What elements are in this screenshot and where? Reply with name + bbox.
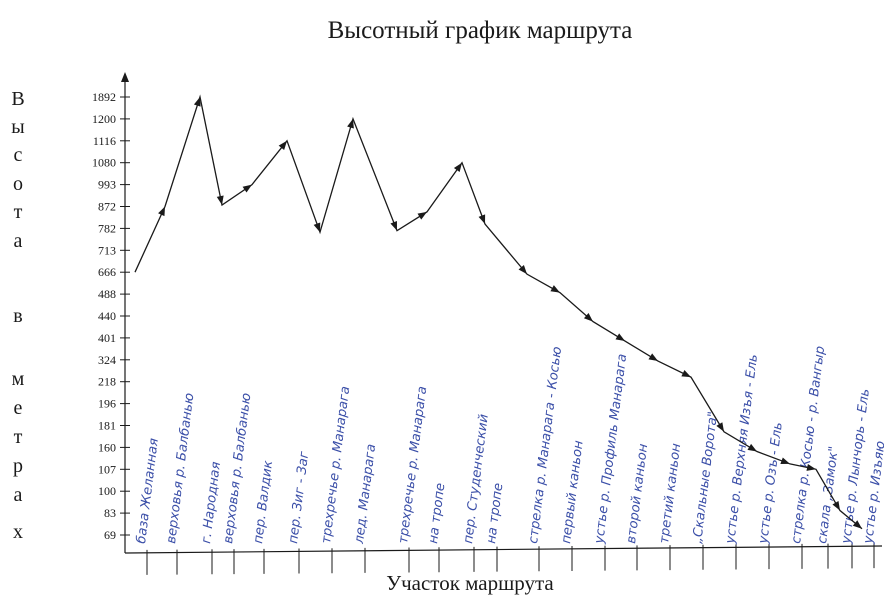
y-tick-label: 1200: [92, 112, 116, 126]
y-tick-label: 440: [98, 309, 116, 323]
category-label: база Желанная: [134, 437, 162, 544]
y-tick-label: 993: [98, 178, 116, 192]
y-tick-label: 324: [98, 353, 116, 367]
y-tick-label: 713: [98, 243, 116, 257]
y-axis-label-letter: х: [13, 521, 23, 543]
y-axis-arrow: [121, 72, 129, 82]
y-axis-label-letter: о: [13, 173, 23, 195]
y-axis-label-letter: т: [14, 201, 23, 223]
y-tick-label: 1116: [93, 134, 116, 148]
y-ticks: 69 83 100 107 160 181 196 218 324 401 440 488 666 713…: [92, 90, 130, 542]
data-point: [716, 422, 724, 432]
data-point: [158, 206, 165, 217]
data-point: [852, 520, 862, 529]
y-tick-label: 83: [104, 506, 116, 520]
y-tick-label: 160: [98, 440, 116, 454]
category-label: устье р. Верхняя Изъя - Ель: [723, 353, 761, 545]
category-label: на тропе: [426, 482, 448, 544]
y-axis-label-letter: В: [11, 88, 24, 110]
category-label: первый каньон: [559, 439, 587, 544]
data-point: [780, 457, 790, 465]
category-label: „Скальные Ворота": [690, 411, 721, 545]
data-point: [518, 265, 527, 275]
chart-title: Высотный график маршрута: [328, 17, 633, 44]
y-tick-label: 100: [98, 484, 116, 498]
y-axis-label-letter: т: [14, 426, 23, 448]
category-label: г. Народная: [199, 461, 224, 545]
data-point: [193, 97, 201, 107]
data-point: [806, 464, 816, 471]
y-tick-label: 196: [98, 397, 116, 411]
category-label: трехречье р. Манарага: [396, 385, 430, 544]
data-point: [550, 285, 560, 293]
y-tick-label: 181: [98, 419, 116, 433]
y-tick-label: 666: [98, 265, 116, 279]
data-point: [242, 184, 252, 193]
y-axis-label-letter: ы: [11, 116, 24, 138]
y-axis-label-letter: а: [14, 230, 23, 252]
y-tick-label: 872: [98, 200, 116, 214]
y-axis-label-letter: р: [13, 455, 23, 477]
x-axis-line: [124, 545, 883, 554]
category-label: устье р. Профиль Манарага: [592, 353, 630, 545]
data-point: [390, 220, 397, 231]
category-labels: база Желанная верховья р. Балбанью г. Наро…: [134, 345, 884, 545]
data-point: [648, 353, 658, 362]
y-tick-label: 1080: [92, 156, 116, 170]
category-label: второй каньон: [624, 443, 651, 545]
y-axis-label-letter: с: [14, 144, 23, 166]
y-tick-label: 69: [104, 528, 116, 542]
data-point: [747, 443, 757, 452]
y-axis-label-letter: а: [14, 484, 23, 506]
category-label: трехречье р. Манарага: [319, 385, 353, 544]
category-label: устье р. Озъ - Ель: [756, 421, 786, 545]
category-label: скала „Замок": [815, 445, 842, 544]
data-point: [478, 214, 486, 225]
y-axis-label-letter: е: [14, 397, 23, 419]
category-label: стрелка р. Манарага - Косью: [526, 346, 565, 545]
data-point: [278, 140, 287, 151]
y-tick-label: 401: [98, 331, 116, 345]
y-tick-label: 488: [98, 287, 116, 301]
category-label: лед. Манарага: [352, 443, 379, 545]
data-point: [453, 162, 462, 173]
data-point: [583, 313, 593, 322]
category-label: пер. Зиг - Заг: [286, 450, 312, 544]
category-label: верховья р. Балбанью: [221, 392, 254, 544]
x-ticks: [146, 543, 875, 575]
category-label: пер. Валдик: [251, 460, 276, 545]
data-point: [832, 500, 840, 511]
category-label: третий каньон: [657, 442, 684, 544]
data-point: [347, 118, 354, 129]
data-point: [681, 370, 691, 378]
category-label: на тропе: [484, 482, 506, 544]
data-point: [615, 333, 625, 342]
y-axis-label-letter: в: [13, 305, 22, 327]
x-axis-label: Участок маршрута: [386, 571, 554, 595]
y-tick-label: 1892: [92, 90, 116, 104]
data-point: [216, 195, 224, 206]
category-label: верховья р. Балбанью: [164, 392, 197, 544]
y-tick-label: 107: [98, 462, 116, 476]
data-point: [417, 211, 427, 220]
data-point: [313, 222, 321, 233]
y-tick-label: 782: [98, 221, 116, 235]
y-axis-label-letter: м: [12, 368, 25, 390]
y-tick-label: 218: [98, 375, 116, 389]
series-points: [158, 97, 862, 529]
